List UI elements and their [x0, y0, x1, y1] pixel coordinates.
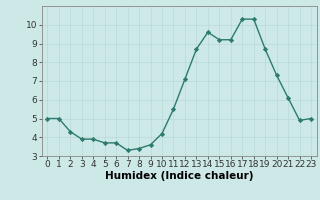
X-axis label: Humidex (Indice chaleur): Humidex (Indice chaleur)	[105, 171, 253, 181]
